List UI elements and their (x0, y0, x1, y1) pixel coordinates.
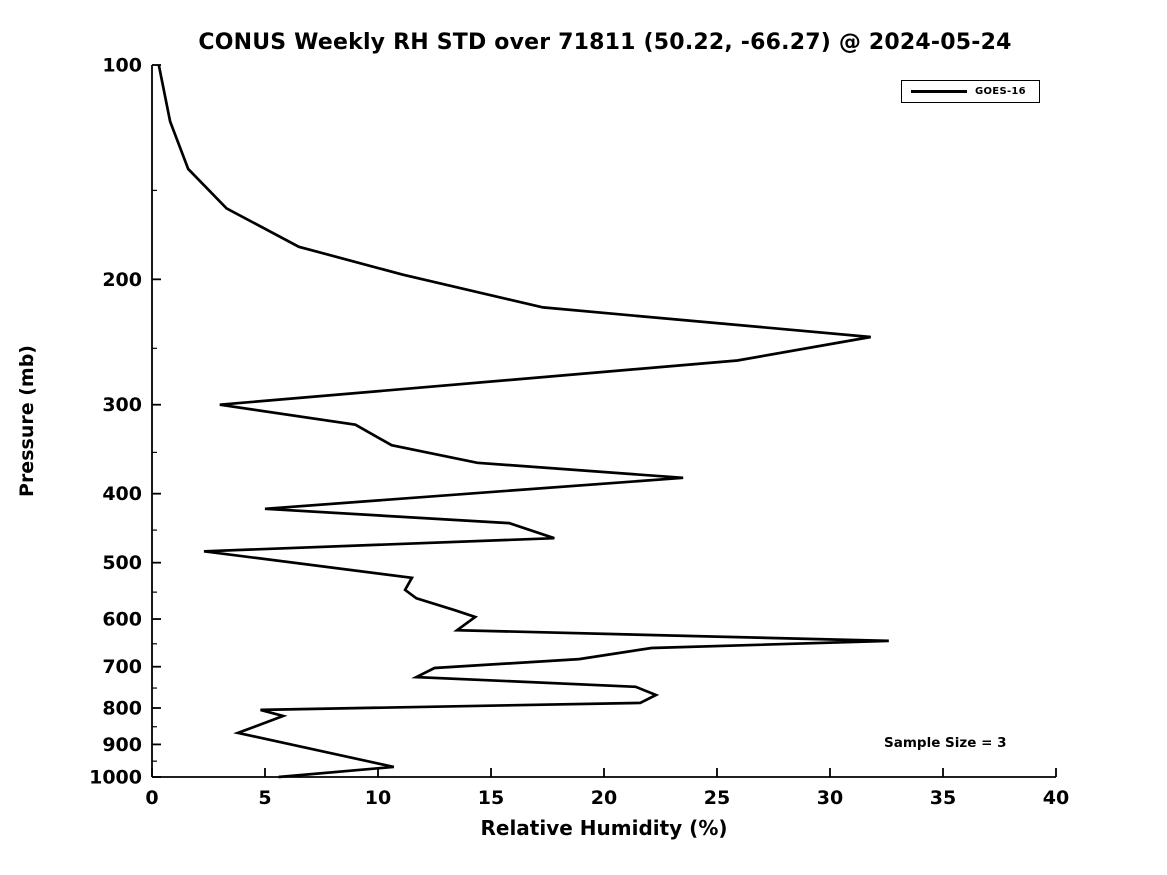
y-tick-label: 700 (102, 656, 142, 678)
goes16-profile-line (157, 64, 889, 779)
x-tick-label: 35 (930, 787, 956, 809)
axis-ticks (151, 64, 1057, 778)
x-tick-label: 25 (704, 787, 730, 809)
y-tick-label: 1000 (89, 767, 142, 789)
y-tick-label: 200 (102, 269, 142, 291)
legend-line-sample-icon (911, 90, 967, 93)
x-tick-label: 15 (478, 787, 504, 809)
axes (151, 65, 1056, 778)
x-tick-label: 10 (365, 787, 391, 809)
x-tick-label: 5 (258, 787, 271, 809)
y-tick-label: 400 (102, 483, 142, 505)
x-tick-label: 0 (145, 787, 158, 809)
y-tick-label: 600 (102, 609, 142, 631)
legend-label: GOES-16 (975, 86, 1026, 97)
y-tick-label: 500 (102, 552, 142, 574)
x-tick-label: 20 (591, 787, 617, 809)
y-tick-label: 100 (102, 55, 142, 77)
x-axis-label: Relative Humidity (%) (480, 816, 728, 840)
chart-title: CONUS Weekly RH STD over 71811 (50.22, -… (198, 30, 1012, 55)
x-tick-label: 30 (817, 787, 843, 809)
y-tick-label: 900 (102, 734, 142, 756)
x-tick-label: 40 (1043, 787, 1069, 809)
axis-tick-labels: 0 5 10 15 20 25 30 35 40 100 200 300 400 500 600 700 800… (89, 55, 1069, 810)
legend: GOES-16 (901, 80, 1040, 103)
sample-size-annotation: Sample Size = 3 (884, 735, 1007, 751)
y-tick-label: 800 (102, 698, 142, 720)
y-axis-label: Pressure (mb) (16, 345, 38, 497)
y-tick-label: 300 (102, 394, 142, 416)
